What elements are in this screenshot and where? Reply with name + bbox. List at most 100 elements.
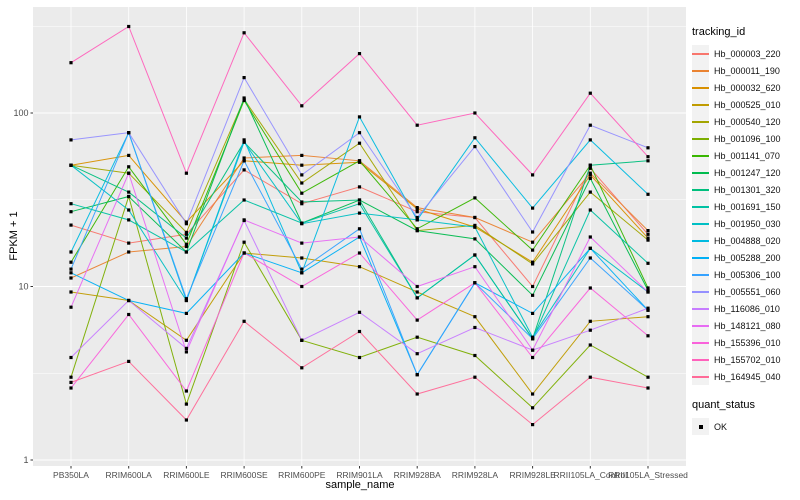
legend-entry-label: Hb_148121_080 [714,320,781,331]
legend-entry: Hb_001691_150 [692,198,798,215]
data-point [473,237,477,241]
data-point [184,244,188,249]
data-point [300,153,304,157]
legend-entry-label: Hb_164945_040 [714,371,781,382]
data-point [357,251,362,255]
data-point [242,198,246,202]
data-point [531,262,535,266]
data-point [300,267,304,271]
data-point [357,202,362,206]
data-point [69,375,73,379]
legend-entry: Hb_001096_100 [692,130,798,147]
data-point [69,250,73,254]
data-point [646,229,650,233]
legend-key-line-icon [692,249,709,266]
data-point [588,319,592,323]
data-point [646,375,650,379]
legend-key-line-icon [692,368,709,385]
data-point [646,192,650,196]
data-point [588,235,592,239]
legend-key-line-icon [692,266,709,283]
x-tick-label: PB350LA [53,470,89,480]
data-point [69,290,73,294]
legend-key-line-icon [692,198,709,215]
data-point [588,176,592,180]
legend-entry-label: Hb_001950_030 [714,218,781,229]
data-point [646,155,650,159]
legend-entry: Hb_000011_190 [692,62,798,79]
data-point [415,227,419,231]
data-point [127,171,131,175]
data-point [473,215,477,220]
data-point [588,166,592,170]
data-point [588,328,592,332]
legend-entry: Hb_005288_200 [692,249,798,266]
data-point [531,240,535,244]
legend-entry-label: Hb_001096_100 [714,133,781,144]
data-point [473,196,477,200]
data-point [473,315,477,319]
data-point [588,163,592,167]
data-point [531,392,535,396]
legend-entry: Hb_148121_080 [692,317,798,334]
legend-entry-label: Hb_155396_010 [714,337,781,348]
legend-entry: Hb_000525_010 [692,96,798,113]
data-point [242,319,246,323]
data-point [531,423,535,427]
data-point [242,218,246,222]
data-point [531,260,535,264]
data-point [646,290,650,294]
legend-key-line-icon [692,215,709,232]
data-point [531,248,535,252]
data-point [415,352,419,356]
data-point [415,290,419,294]
legend-key-line-icon [692,96,709,113]
x-tick-label: RRIM600PE [278,470,326,480]
data-point [184,232,188,236]
data-point [184,250,188,254]
data-point [184,236,188,240]
legend-entry-label: Hb_001247_120 [714,167,781,178]
data-point [69,276,73,280]
legend-entry: Hb_000003_220 [692,45,798,62]
data-point [415,335,419,339]
data-point [357,310,362,314]
data-point [127,24,131,29]
x-tick-label: RRIM600LE [163,470,210,480]
quant-status-entries: OK [692,418,798,435]
x-tick-label: RRIM600SE [220,470,268,480]
data-point [415,229,419,233]
data-point [69,260,73,264]
legend-entry-label: Hb_005306_100 [714,269,781,280]
data-point [531,173,535,177]
data-point [646,334,650,338]
legend-entry-label: Hb_116086_010 [714,303,780,314]
data-point [588,123,592,127]
data-point [588,208,592,212]
data-point [184,350,188,354]
data-point [473,111,477,115]
legend-entries: Hb_000003_220 Hb_000011_190 Hb_000032_620 H… [692,45,798,385]
legend-key-line-icon [692,79,709,96]
data-point [242,168,246,172]
data-point [588,173,592,177]
data-point [69,138,73,142]
data-point [473,253,477,257]
data-point [531,355,535,360]
x-axis-title: sample_name [325,479,395,491]
data-point [357,329,362,334]
data-point [69,271,73,275]
data-point [127,165,131,169]
legend-entry-label: Hb_001301_320 [714,184,781,195]
legend-entry: Hb_155702_010 [692,351,798,368]
data-point [127,194,131,199]
data-point [127,359,131,363]
data-point [300,284,304,289]
legend-entry-label: Hb_155702_010 [714,354,781,365]
data-point [242,156,246,160]
data-point [588,190,592,194]
data-point [242,251,246,255]
quant-status-entry: OK [692,418,798,435]
data-point [473,325,477,330]
